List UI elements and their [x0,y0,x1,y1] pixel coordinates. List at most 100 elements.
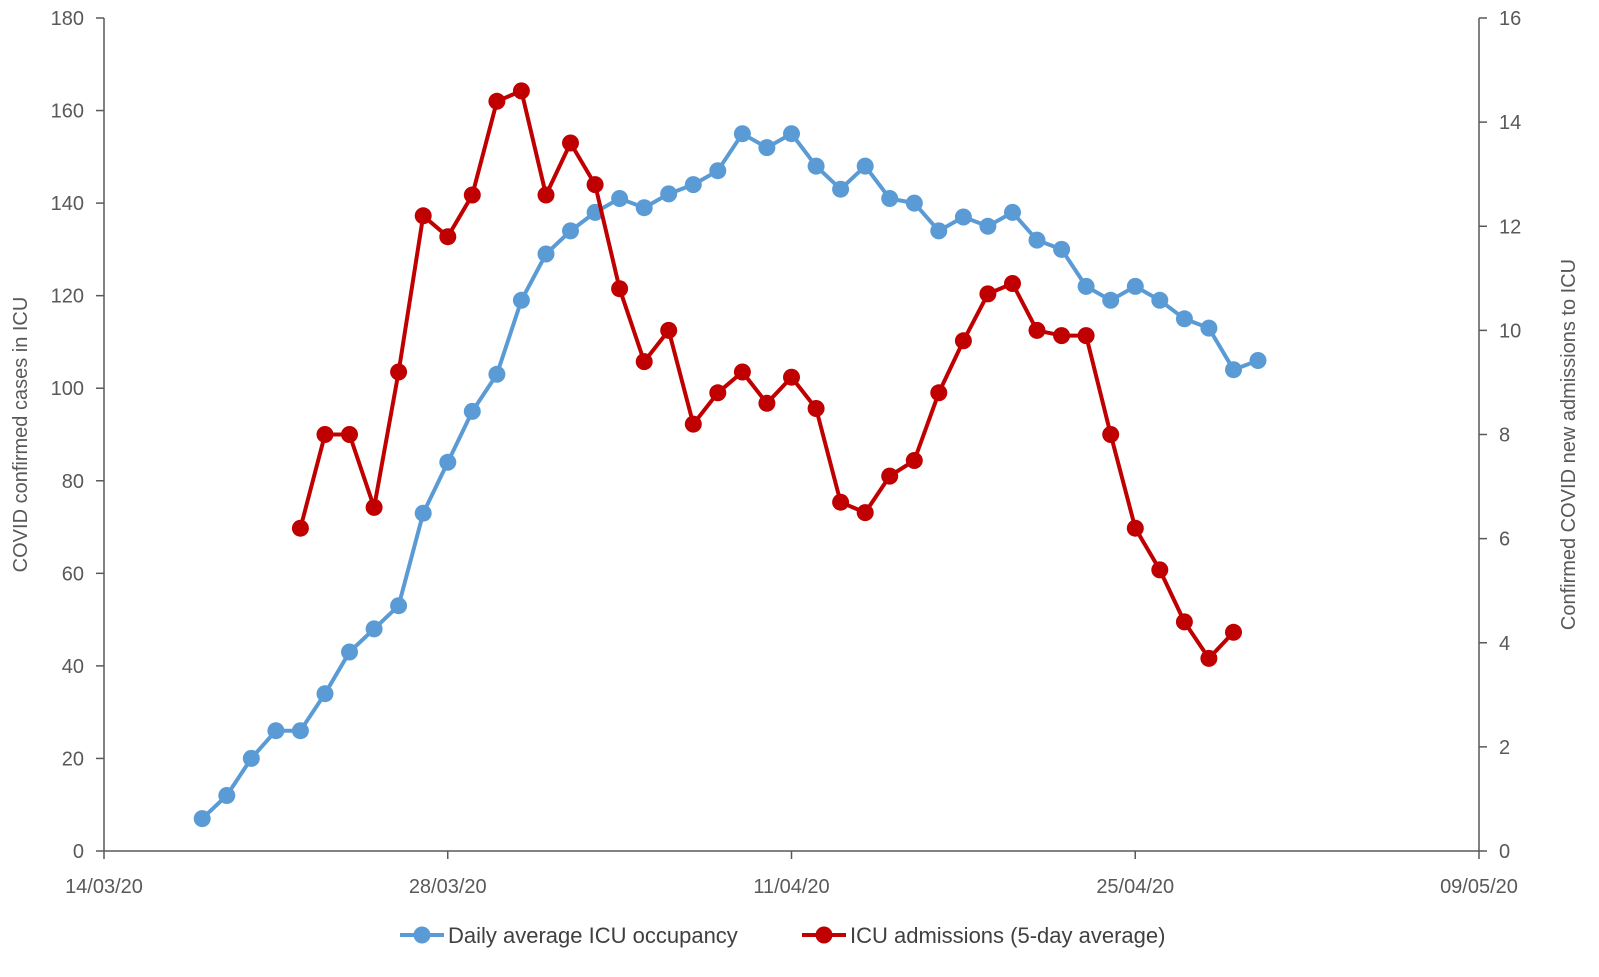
series-line [200,131,1260,821]
data-point [881,467,899,485]
data-point [635,199,653,217]
data-point [537,245,555,263]
data-point [733,363,751,381]
data-point [1028,321,1046,339]
data-point [635,353,653,371]
data-point [881,190,899,207]
data-point [1053,327,1071,345]
data-point [856,504,874,522]
data-point [488,365,506,383]
data-point [783,368,800,386]
data-point [1249,352,1267,369]
y-right-tick-label: 2 [1499,737,1510,759]
data-point [979,285,997,303]
data-point [660,321,678,339]
data-point [291,722,309,740]
data-point [979,217,997,235]
data-point [1004,203,1021,221]
data-point [414,504,432,522]
data-point [733,125,751,143]
data-point [1102,426,1120,443]
data-point [1077,327,1095,345]
legend-item-1: Daily average ICU occupancy [400,923,738,948]
data-point [512,82,530,100]
data-point [832,493,850,511]
x-tick-label: 25/04/20 [1096,876,1174,898]
data-point [684,415,702,433]
data-point [758,394,776,412]
data-point [1004,275,1021,292]
y-left-tick-label: 60 [62,563,84,585]
y-left-tick-label: 40 [62,656,84,678]
data-point [562,222,579,240]
legend-marker [413,926,431,944]
data-point [537,186,555,204]
data-point [218,787,236,804]
series-layer [193,82,1267,828]
y-right-tick-label: 4 [1499,633,1510,655]
data-point [758,139,776,157]
y-left-tick-label: 100 [51,378,84,400]
y-right-tick-label: 10 [1499,320,1521,342]
data-point [365,498,383,516]
legend-label: ICU admissions (5-day average) [850,923,1165,948]
data-point [611,190,629,207]
data-point [1200,649,1218,667]
data-point [341,426,358,443]
y-left-tick-label: 80 [62,471,84,493]
x-tick-label: 28/03/20 [409,876,487,898]
data-point [390,597,408,615]
y-axis-left-title: COVID confirmed cases in ICU [10,297,32,573]
legend: Daily average ICU occupancy ICU admission… [400,923,1165,948]
data-point [807,400,825,417]
data-point [1126,519,1144,537]
legend-marker [815,926,833,944]
y-left-tick-label: 180 [51,8,84,30]
data-point [1151,561,1169,579]
data-point [1200,319,1218,337]
data-point [905,452,923,469]
axes-layer: 0 20 40 60 80 100 120 140 160 180 0 2 4 6 8 10 12 14 16 14/… [10,8,1580,898]
data-point [439,228,457,246]
data-point [856,157,874,175]
y-right-tick-label: 6 [1499,529,1510,551]
data-point [512,291,530,309]
data-point [193,810,211,828]
data-point [1225,361,1242,379]
data-point [709,162,727,180]
x-tick-label: 09/05/20 [1440,876,1518,898]
legend-item-2: ICU admissions (5-day average) [802,923,1165,948]
data-point [930,384,948,402]
data-point [1225,623,1242,641]
data-point [316,685,334,703]
data-point [1077,277,1095,295]
data-point [1053,240,1071,258]
data-point [341,643,358,661]
data-point [586,176,604,194]
data-point [954,332,972,350]
data-point [684,176,702,194]
legend-label: Daily average ICU occupancy [448,923,738,948]
data-point [562,134,579,152]
data-point [1175,310,1193,328]
data-point [1151,291,1169,309]
data-point [807,157,825,175]
data-point [463,186,481,204]
y-left-tick-label: 20 [62,748,84,770]
data-point [463,402,481,420]
data-point [783,125,800,143]
y-left-tick-label: 160 [51,101,84,123]
data-point [905,194,923,212]
data-point [954,208,972,226]
y-left-tick-label: 140 [51,193,84,215]
data-point [1175,613,1193,631]
y-right-tick-label: 0 [1499,841,1510,863]
data-point [291,519,309,537]
data-point [832,180,850,198]
data-point [930,222,948,240]
y-left-tick-label: 120 [51,286,84,308]
y-left-tick-label: 0 [73,841,84,863]
data-point [1102,291,1120,309]
